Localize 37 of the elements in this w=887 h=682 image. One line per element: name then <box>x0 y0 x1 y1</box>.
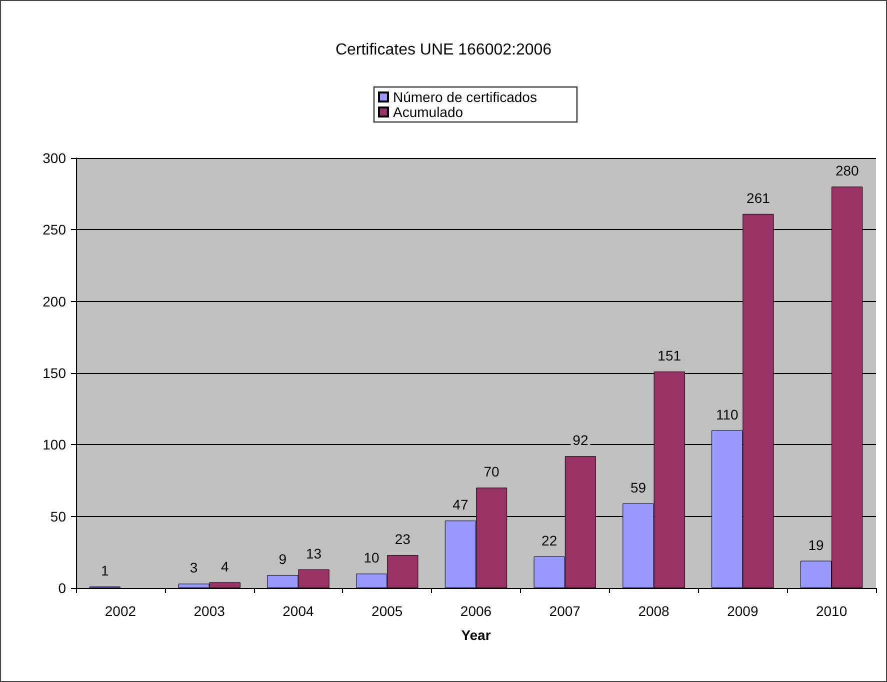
data-label: 23 <box>394 531 411 548</box>
x-tick-label: 2007 <box>549 603 581 619</box>
y-tick-label: 100 <box>42 436 66 453</box>
data-label: 92 <box>572 432 588 448</box>
data-label: 9 <box>278 551 287 568</box>
data-label: 13 <box>306 545 322 562</box>
y-tick-label: 300 <box>42 150 66 166</box>
y-tick-label: 150 <box>42 365 66 381</box>
x-tick-label: 2010 <box>816 603 848 619</box>
data-label: 151 <box>658 348 682 364</box>
data-label: 47 <box>452 496 468 513</box>
y-tick-label: 0 <box>58 580 66 596</box>
data-label: 280 <box>835 162 860 179</box>
x-tick-label: 2008 <box>638 603 670 619</box>
x-tick-label: 2005 <box>372 603 403 619</box>
x-axis-title: Year <box>461 627 492 643</box>
data-label: 261 <box>746 190 770 206</box>
x-tick-label: 2003 <box>194 603 226 619</box>
data-label: 3 <box>190 560 198 576</box>
y-tick-label: 50 <box>50 508 66 524</box>
chart-title: Certificates UNE 166002:2006 <box>335 42 552 58</box>
data-label: 110 <box>716 406 738 422</box>
y-tick-label: 250 <box>42 222 66 238</box>
legend-label: Acumulado <box>393 104 464 120</box>
x-tick-label: 2006 <box>460 603 492 619</box>
data-label: 1 <box>100 562 109 579</box>
legend-label: Número de certificados <box>393 89 537 105</box>
x-tick-label: 2004 <box>282 603 314 619</box>
data-label: 19 <box>808 536 824 553</box>
data-label: 4 <box>220 558 229 574</box>
y-tick-label: 200 <box>42 293 66 310</box>
data-label: 59 <box>630 479 646 496</box>
data-label: 70 <box>484 464 500 480</box>
x-tick-label: 2002 <box>104 603 136 619</box>
x-tick-label: 2009 <box>727 603 758 619</box>
data-label: 22 <box>542 532 558 548</box>
data-label: 10 <box>364 550 380 566</box>
